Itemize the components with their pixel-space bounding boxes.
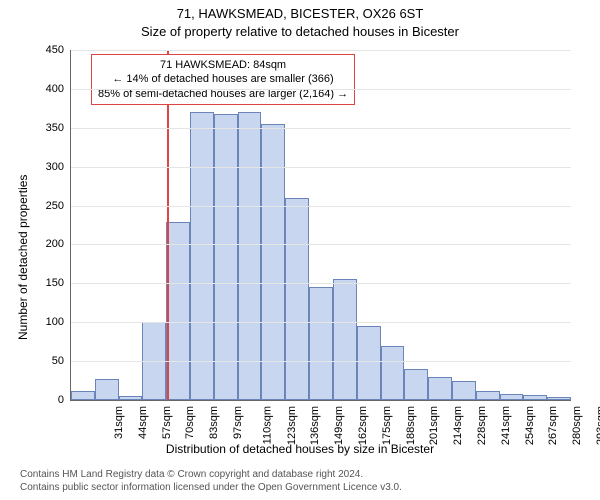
x-tick-label: 83sqm <box>208 406 220 439</box>
histogram-bar <box>261 124 285 400</box>
x-tick-label: 214sqm <box>452 406 464 445</box>
x-tick-label: 280sqm <box>571 406 583 445</box>
gridline <box>71 206 571 207</box>
y-tick-label: 350 <box>24 122 64 134</box>
histogram-bar <box>500 394 524 400</box>
y-tick-label: 0 <box>24 394 64 406</box>
chart-title-address: 71, HAWKSMEAD, BICESTER, OX26 6ST <box>0 6 600 21</box>
y-tick-label: 100 <box>24 316 64 328</box>
y-tick-label: 450 <box>24 44 64 56</box>
gridline <box>71 89 571 90</box>
histogram-bar <box>452 381 476 400</box>
x-tick-label: 267sqm <box>548 406 560 445</box>
gridline <box>71 50 571 51</box>
histogram-bar <box>428 377 452 400</box>
x-tick-label: 44sqm <box>137 406 149 439</box>
histogram-bar <box>190 112 214 400</box>
x-tick-label: 175sqm <box>381 406 393 445</box>
gridline <box>71 361 571 362</box>
x-tick-label: 162sqm <box>357 406 369 445</box>
x-tick-label: 123sqm <box>286 406 298 445</box>
annotation-line2: ← 14% of detached houses are smaller (36… <box>98 72 348 86</box>
x-tick-label: 57sqm <box>161 406 173 439</box>
y-tick-label: 50 <box>24 355 64 367</box>
footer-line2: Contains public sector information licen… <box>20 482 402 495</box>
footer-line1: Contains HM Land Registry data © Crown c… <box>20 469 402 482</box>
histogram-bar <box>333 279 357 400</box>
y-tick-label: 300 <box>24 161 64 173</box>
gridline <box>71 283 571 284</box>
histogram-bar <box>547 397 571 400</box>
chart-title-desc: Size of property relative to detached ho… <box>0 24 600 39</box>
histogram-bar <box>238 112 262 400</box>
annotation-box: 71 HAWKSMEAD: 84sqm ← 14% of detached ho… <box>91 54 355 105</box>
histogram-bar <box>119 396 143 400</box>
x-tick-label: 97sqm <box>232 406 244 439</box>
y-tick-label: 400 <box>24 83 64 95</box>
x-tick-label: 241sqm <box>500 406 512 445</box>
annotation-line1: 71 HAWKSMEAD: 84sqm <box>98 58 348 72</box>
x-tick-label: 136sqm <box>310 406 322 445</box>
x-tick-label: 149sqm <box>333 406 345 445</box>
y-tick-label: 150 <box>24 277 64 289</box>
histogram-bar <box>285 198 309 400</box>
gridline <box>71 244 571 245</box>
x-tick-label: 228sqm <box>476 406 488 445</box>
histogram-bar <box>357 326 381 400</box>
y-tick-label: 250 <box>24 200 64 212</box>
x-tick-label: 293sqm <box>595 406 600 445</box>
histogram-bar <box>214 114 238 400</box>
histogram-bar <box>381 346 405 400</box>
histogram-bar <box>404 369 428 400</box>
x-tick-label: 201sqm <box>429 406 441 445</box>
x-tick-label: 254sqm <box>524 406 536 445</box>
x-tick-label: 70sqm <box>184 406 196 439</box>
histogram-bar <box>523 395 547 400</box>
x-tick-label: 188sqm <box>405 406 417 445</box>
footer-attribution: Contains HM Land Registry data © Crown c… <box>20 469 402 494</box>
histogram-bar <box>166 222 190 400</box>
gridline <box>71 128 571 129</box>
gridline <box>71 322 571 323</box>
x-tick-label: 110sqm <box>261 406 273 444</box>
histogram-bar <box>309 287 333 400</box>
y-tick-label: 200 <box>24 238 64 250</box>
histogram-bar <box>71 391 95 400</box>
histogram-bar <box>476 391 500 400</box>
plot-area: 71 HAWKSMEAD: 84sqm ← 14% of detached ho… <box>70 50 571 401</box>
gridline <box>71 167 571 168</box>
x-tick-label: 31sqm <box>113 406 125 439</box>
histogram-bar <box>95 379 119 400</box>
